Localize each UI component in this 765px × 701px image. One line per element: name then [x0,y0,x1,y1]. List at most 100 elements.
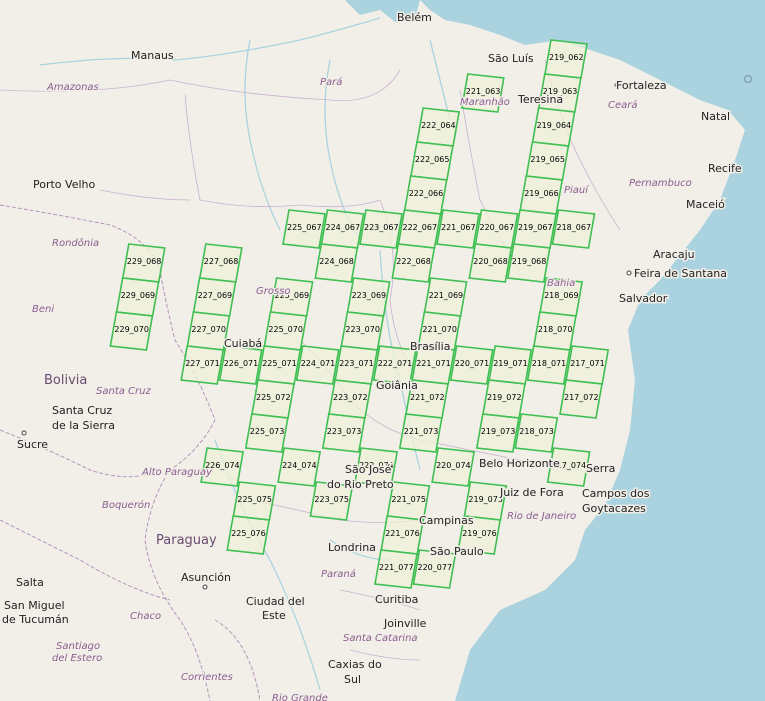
tile-218_067[interactable] [551,209,596,249]
tile-label: 219_065 [530,155,565,164]
tile-219_073[interactable] [475,413,520,453]
city-dot [21,430,27,436]
tile-label: 221_067 [441,223,476,232]
state-rio-grande: Rio Grande [272,693,328,701]
country-bolivia[interactable]: Bolivia [43,372,89,390]
tile-label: 222_066 [409,189,444,198]
tile-219_068[interactable] [506,243,551,283]
city-salvador[interactable]: Salvador [618,291,670,307]
tile-225_067[interactable] [282,209,326,249]
tile-222_074[interactable] [354,447,399,487]
city-ciudad-del-este[interactable]: Ciudad del [245,594,307,610]
tile-221_077[interactable] [374,549,418,589]
tile-219_076[interactable] [457,515,502,555]
tile-221_063[interactable] [460,73,505,113]
tile-226_071[interactable] [218,345,263,385]
city-cuiaba[interactable]: Cuiabá [223,336,264,352]
tile-label: 219_072 [487,393,522,402]
tile-225_076[interactable] [226,515,271,555]
tile-223_075[interactable] [309,481,354,521]
state-para: Pará [320,76,342,88]
city-dot [614,82,620,88]
state-parana: Paraná [321,568,356,580]
tile-223_067[interactable] [359,209,403,249]
tile-222_071[interactable] [372,345,417,385]
tile-label: 227_068 [204,257,239,266]
city-porto-velho[interactable]: Porto Velho [32,177,97,193]
city-sao-luis[interactable]: São Luís [487,51,536,67]
city-san-miguel[interactable]: San Miguel [3,598,67,614]
tile-220_074[interactable] [431,447,476,487]
city-sucre[interactable]: Sucre [16,437,50,453]
tile-label: 225_075 [237,495,272,504]
state-piaui: Piauí [564,184,589,196]
city-campos-2: Goytacazes [582,502,646,515]
amazon-estuary [345,0,420,22]
city-santa-cruz-de-la-sierra[interactable]: Santa Cruz [51,403,114,419]
city-feira-de-santana[interactable]: Feira de Santana [633,266,729,282]
city-serra[interactable]: Serra [585,461,617,477]
tile-224_074[interactable] [277,447,322,487]
country-paraguay[interactable]: Paraguay [155,532,219,550]
tile-218_073[interactable] [514,413,559,453]
city-campinas[interactable]: Campinas [418,513,476,529]
tile-220_077[interactable] [412,549,457,589]
tile-label: 222_068 [396,257,431,266]
tile-220_068[interactable] [468,243,513,283]
tile-label: 220_071 [455,359,490,368]
region-boqueron: Boquerón [102,499,150,511]
tile-label: 220_068 [473,257,508,266]
city-curitiba[interactable]: Curitiba [374,592,420,608]
tile-220_071[interactable] [449,345,494,385]
city-manaus[interactable]: Manaus [130,48,176,64]
city-goiania[interactable]: Goiânia [375,378,420,394]
tile-label: 221_075 [391,495,426,504]
tile-label: 220_077 [418,563,453,572]
city-asuncion[interactable]: Asunción [180,570,233,586]
tile-224_068[interactable] [314,243,359,283]
tile-225_073[interactable] [244,413,289,453]
tile-226_074[interactable] [200,447,245,487]
tile-217_074[interactable] [546,447,591,487]
city-teresina[interactable]: Teresina [516,92,565,108]
tile-223_073[interactable] [321,413,366,453]
city-brasilia[interactable]: Brasília [409,339,452,355]
tile-221_073[interactable] [398,413,443,453]
tile-label: 223_072 [333,393,368,402]
region-santiago: Santiago [56,641,100,652]
city-londrina[interactable]: Londrina [327,540,378,556]
city-aracaju[interactable]: Aracaju [652,247,697,263]
city-recife[interactable]: Recife [707,161,744,177]
city-caxias[interactable]: Caxias do [327,657,384,673]
city-juiz-de-fora[interactable]: Juiz de Fora [498,485,566,501]
tile-label: 225_069 [275,291,310,300]
tile-227_071[interactable] [180,345,225,385]
tile-224_071[interactable] [295,345,340,385]
tile-218_071[interactable] [526,345,571,385]
tile-label: 223_070 [345,325,380,334]
city-belo-horizonte[interactable]: Belo Horizonte [478,456,562,472]
tile-label: 221_077 [379,563,414,572]
region-labels: Amazonas Pará Maranhão Piauí Ceará Perna… [31,75,693,701]
city-maceio[interactable]: Maceió [685,197,727,213]
tile-label: 217_074 [552,461,587,470]
tile-label: 219_067 [518,223,553,232]
city-joinville[interactable]: Joinville [382,616,429,632]
tile-221_067[interactable] [436,209,480,249]
tile-229_070[interactable] [109,311,154,351]
city-campos[interactable]: Campos dos [581,486,652,502]
city-belem[interactable]: Belém [396,10,434,26]
tile-label: 217_072 [564,393,599,402]
city-salta[interactable]: Salta [15,575,46,591]
city-sao-paulo[interactable]: São Paulo [429,544,486,560]
tile-217_072[interactable] [559,379,603,419]
tile-label: 225_076 [231,529,266,538]
tile-label: 224_074 [282,461,317,470]
city-fortaleza[interactable]: Fortaleza [615,78,669,94]
city-natal[interactable]: Natal [700,109,732,125]
tile-222_068[interactable] [391,243,436,283]
tile-label: 223_075 [314,495,349,504]
city-sao-jose[interactable]: São José [344,462,394,478]
